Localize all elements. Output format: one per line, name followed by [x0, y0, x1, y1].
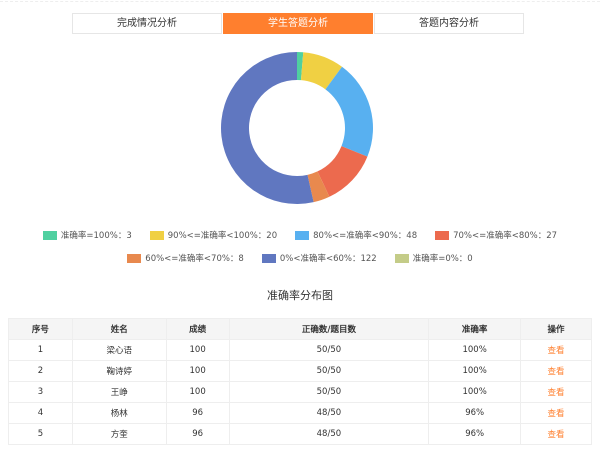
accuracy: 96%	[428, 402, 522, 424]
accuracy: 100%	[428, 339, 522, 361]
tab-completion-analysis[interactable]: 完成情况分析	[72, 13, 222, 34]
accuracy: 100%	[428, 381, 522, 403]
legend-label: 60%<=准确率<70%：8	[145, 254, 244, 264]
tab-answer-content-analysis[interactable]: 答题内容分析	[374, 13, 524, 34]
legend-item[interactable]: 准确率=0%：0	[394, 252, 473, 264]
chart-title: 准确率分布图	[267, 289, 333, 302]
legend-swatch	[149, 230, 164, 240]
legend-label: 0%<准确率<60%：122	[279, 254, 377, 264]
student-name: 鞠诗婷	[71, 360, 167, 382]
legend-row-2: 60%<=准确率<70%：8 0%<准确率<60%：122 准确率=0%：0	[0, 252, 600, 264]
donut-slice[interactable]	[220, 52, 314, 205]
legend-swatch	[261, 253, 276, 263]
accuracy-donut-chart	[220, 52, 373, 205]
legend-item[interactable]: 0%<准确率<60%：122	[261, 252, 377, 264]
view-link[interactable]: 查看	[520, 402, 592, 424]
header-score: 成绩	[165, 318, 230, 340]
correct-total: 50/50	[228, 339, 430, 361]
view-link[interactable]: 查看	[520, 339, 592, 361]
legend-label: 90%<=准确率<100%：20	[167, 231, 278, 241]
legend-item[interactable]: 60%<=准确率<70%：8	[127, 252, 244, 264]
student-name: 王峥	[71, 381, 167, 403]
legend-label: 准确率=0%：0	[412, 254, 473, 264]
header-index: 序号	[8, 318, 73, 340]
legend-swatch	[435, 230, 450, 240]
table-header: 序号 姓名 成绩 正确数/题目数 准确率 操作	[8, 318, 592, 340]
table-row: 1 梁心语 100 50/50 100% 查看	[8, 339, 592, 361]
header-accuracy: 准确率	[428, 318, 522, 340]
score: 96	[165, 402, 230, 424]
row-index: 4	[8, 402, 73, 424]
donut-slice[interactable]	[317, 146, 368, 197]
view-link[interactable]: 查看	[520, 423, 592, 445]
donut-slice[interactable]	[307, 171, 330, 203]
table-row: 5 方奎 96 48/50 96% 查看	[8, 423, 592, 445]
header-action: 操作	[520, 318, 592, 340]
legend-row-1: 准确率=100%：3 90%<=准确率<100%：20 80%<=准确率<90%：4…	[0, 229, 600, 241]
donut-slice[interactable]	[300, 52, 343, 90]
legend-item[interactable]: 90%<=准确率<100%：20	[149, 229, 278, 241]
score: 96	[165, 423, 230, 445]
legend-label: 80%<=准确率<90%：48	[313, 231, 418, 241]
legend-swatch	[295, 230, 310, 240]
legend-item[interactable]: 准确率=100%：3	[42, 229, 132, 241]
analysis-tabs: 完成情况分析 学生答题分析 答题内容分析	[72, 13, 525, 34]
student-name: 杨林	[71, 402, 167, 424]
donut-slice[interactable]	[325, 66, 373, 157]
student-name: 方奎	[71, 423, 167, 445]
accuracy: 100%	[428, 360, 522, 382]
tab-student-answer-analysis[interactable]: 学生答题分析	[223, 13, 373, 34]
legend-swatch	[127, 253, 142, 263]
row-index: 2	[8, 360, 73, 382]
donut-slice[interactable]	[297, 52, 304, 81]
row-index: 1	[8, 339, 73, 361]
header-name: 姓名	[71, 318, 167, 340]
correct-total: 48/50	[228, 423, 430, 445]
legend-swatch	[394, 253, 409, 263]
table-row: 3 王峥 100 50/50 100% 查看	[8, 381, 592, 403]
legend-item[interactable]: 80%<=准确率<90%：48	[295, 229, 417, 241]
view-link[interactable]: 查看	[520, 381, 592, 403]
score: 100	[165, 360, 230, 382]
student-name: 梁心语	[71, 339, 167, 361]
table-row: 2 鞠诗婷 100 50/50 100% 查看	[8, 360, 592, 382]
divider	[0, 1, 600, 2]
correct-total: 50/50	[228, 381, 430, 403]
row-index: 3	[8, 381, 73, 403]
correct-total: 48/50	[228, 402, 430, 424]
legend-swatch	[42, 230, 57, 240]
student-table: 序号 姓名 成绩 正确数/题目数 准确率 操作 1 梁心语 100 50/50 100%…	[8, 318, 592, 445]
score: 100	[165, 381, 230, 403]
legend-item[interactable]: 70%<=准确率<80%：27	[435, 229, 557, 241]
accuracy: 96%	[428, 423, 522, 445]
correct-total: 50/50	[228, 360, 430, 382]
row-index: 5	[8, 423, 73, 445]
legend-label: 准确率=100%：3	[60, 231, 132, 241]
header-correct-total: 正确数/题目数	[228, 318, 430, 340]
table-row: 4 杨林 96 48/50 96% 查看	[8, 402, 592, 424]
view-link[interactable]: 查看	[520, 360, 592, 382]
score: 100	[165, 339, 230, 361]
legend-label: 70%<=准确率<80%：27	[453, 231, 558, 241]
